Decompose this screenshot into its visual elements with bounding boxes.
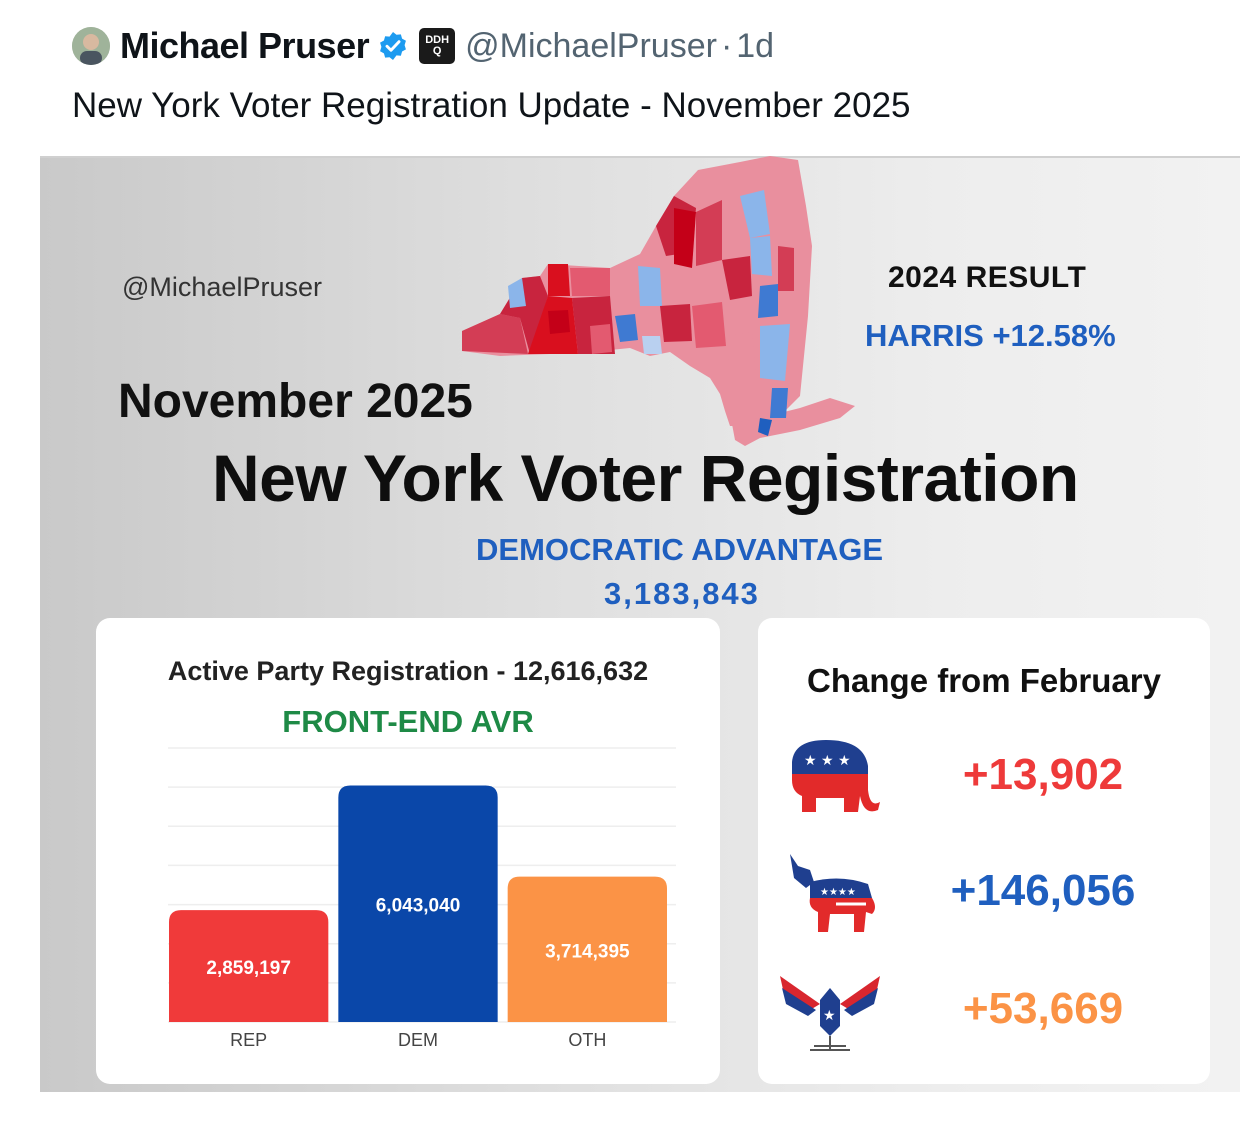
result-title: 2024 RESULT xyxy=(888,261,1087,294)
avatar[interactable] xyxy=(72,27,110,65)
bar-dem xyxy=(338,785,498,1022)
infographic-image[interactable]: @MichaelPruser 2024 RESULT HARRIS +12.58… xyxy=(40,156,1240,1092)
bar-value-label: 3,714,395 xyxy=(545,941,630,962)
advantage-label: DEMOCRATIC ADVANTAGE xyxy=(476,532,883,567)
svg-text:★★★★: ★★★★ xyxy=(820,887,856,898)
bar-value-label: 6,043,040 xyxy=(376,896,461,917)
x-tick-label: OTH xyxy=(568,1030,606,1050)
change-value-other: +53,669 xyxy=(962,984,1124,1033)
svg-text:★: ★ xyxy=(823,1008,836,1024)
change-title: Change from February xyxy=(807,662,1161,699)
elephant-icon: ★ ★ ★ xyxy=(792,740,880,812)
eagle-icon: ★ xyxy=(780,976,880,1051)
change-value-democrat: +146,056 xyxy=(950,866,1136,915)
verified-badge-icon xyxy=(380,32,407,60)
chart-subtitle: FRONT-END AVR xyxy=(282,704,534,739)
author-name[interactable]: Michael Pruser xyxy=(120,25,370,66)
chart-title: Active Party Registration - 12,616,632 xyxy=(167,656,649,686)
change-row-democrat: ★★★★ +146,056 xyxy=(758,848,1210,938)
month-heading: November 2025 xyxy=(118,375,473,428)
bar-chart: 2,859,197 REP 6,043,040 DEM 3,714,395 OTH xyxy=(168,747,676,1050)
watermark-handle: @MichaelPruser xyxy=(122,272,322,302)
author-handle[interactable]: @MichaelPruser xyxy=(465,26,717,65)
new-york-map-icon xyxy=(462,156,855,446)
x-tick-label: DEM xyxy=(398,1030,438,1050)
infographic-title: New York Voter Registration xyxy=(212,441,1079,515)
change-row-republican: ★ ★ ★ +13,902 xyxy=(758,732,1210,822)
affiliation-badge-label: DDHQ xyxy=(425,34,450,57)
post-time[interactable]: 1d xyxy=(736,26,775,65)
bar-oth xyxy=(507,876,667,1022)
tweet-header: Michael Pruser DDHQ @MichaelPruser · 1d xyxy=(72,24,774,68)
donkey-icon: ★★★★ xyxy=(790,854,875,932)
tweet-text: New York Voter Registration Update - Nov… xyxy=(72,86,911,125)
change-panel: Change from February ★ ★ ★ +13,902 ★★★★ … xyxy=(758,618,1210,1084)
separator-dot: · xyxy=(720,26,733,65)
affiliation-badge-icon[interactable]: DDHQ xyxy=(419,28,456,64)
change-value-republican: +13,902 xyxy=(962,750,1124,799)
bar-rep xyxy=(169,910,329,1022)
x-tick-label: REP xyxy=(230,1030,267,1050)
result-value: HARRIS +12.58% xyxy=(865,318,1116,353)
svg-text:★ ★ ★: ★ ★ ★ xyxy=(804,753,851,769)
change-row-other: ★ +53,669 xyxy=(758,966,1210,1056)
registration-chart-panel: Active Party Registration - 12,616,632 F… xyxy=(96,618,720,1084)
bar-value-label: 2,859,197 xyxy=(206,958,291,979)
advantage-value: 3,183,843 xyxy=(604,576,760,611)
divider xyxy=(40,156,1240,158)
